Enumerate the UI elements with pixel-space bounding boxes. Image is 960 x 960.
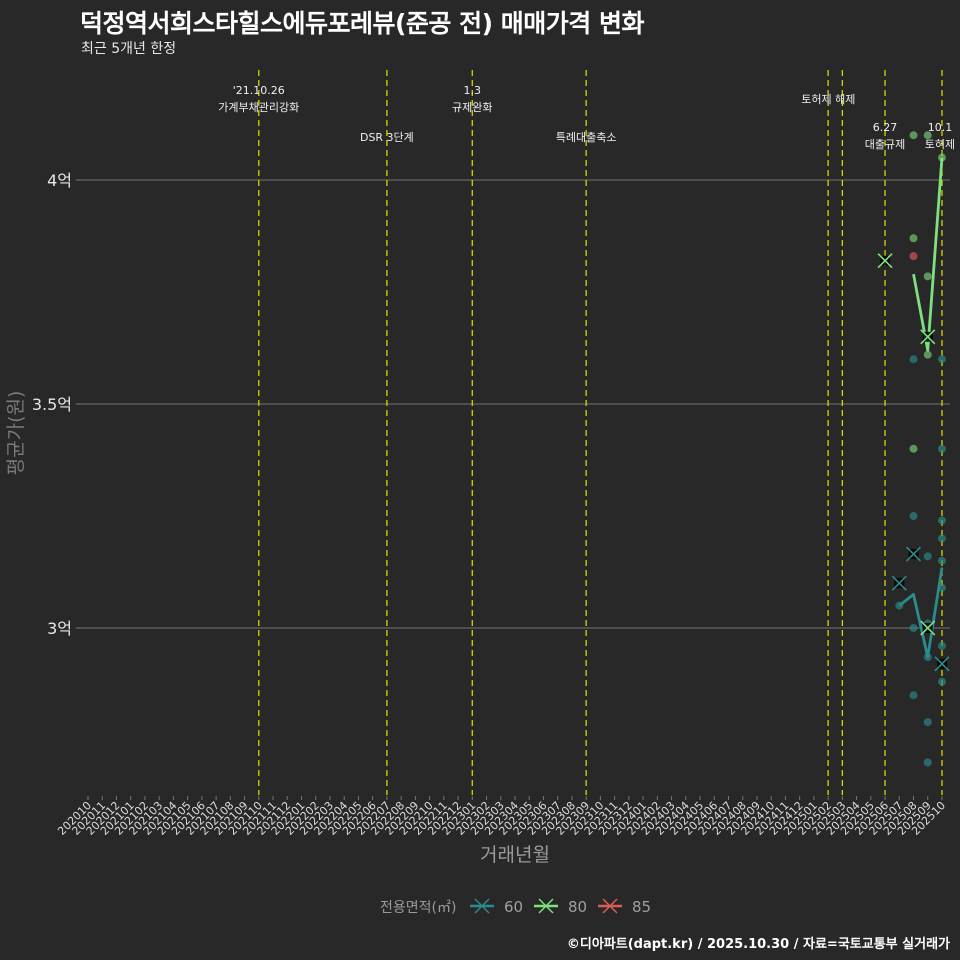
data-point: [937, 556, 946, 565]
data-point: [909, 691, 918, 700]
data-point: [923, 350, 932, 359]
data-point: [909, 355, 918, 364]
data-point: [937, 677, 946, 686]
event-date-label: 1.3: [464, 84, 482, 97]
legend-x-icon: [474, 898, 490, 914]
data-point: [937, 534, 946, 543]
event-date-label: 6.27: [873, 121, 898, 134]
data-point: [909, 234, 918, 243]
event-lines: [258, 70, 943, 795]
data-point: [937, 516, 946, 525]
data-point: [909, 252, 918, 261]
series-line-80: [912, 157, 944, 352]
data-point: [937, 355, 946, 364]
x-marker-icon: [877, 253, 893, 269]
series-line-60: [898, 567, 944, 659]
event-date-label: '21.10.26: [233, 84, 285, 97]
data-point: [923, 272, 932, 281]
data-point: [909, 131, 918, 140]
legend-label-60: 60: [504, 898, 523, 916]
data-point: [937, 444, 946, 453]
x-marker-icon: [920, 620, 936, 636]
x-marker-icon: [891, 575, 907, 591]
x-marker-icon: [934, 656, 950, 672]
y-tick-label: 4억: [47, 171, 72, 190]
data-point: [909, 512, 918, 520]
event-label: 토허제: [925, 138, 955, 151]
data-point: [923, 552, 932, 561]
plot-area: [877, 131, 950, 767]
legend-title: 전용면적(㎡): [380, 900, 456, 916]
chart-subtitle: 최근 5개년 한정: [81, 41, 177, 57]
x-axis: 2020102020112020122021012021022021032021…: [55, 796, 948, 838]
y-tick-label: 3억: [47, 619, 72, 638]
event-label: 토허제 해제: [801, 92, 855, 106]
legend-label-85: 85: [632, 898, 651, 916]
data-point: [909, 444, 918, 453]
legend-label-80: 80: [568, 898, 587, 916]
grid-lines: [80, 179, 950, 629]
chart-title: 덕정역서희스타힐스에듀포레뷰(준공 전) 매매가격 변화: [80, 9, 644, 38]
data-point: [923, 718, 932, 727]
x-marker-icon: [905, 546, 922, 562]
data-point: [923, 758, 932, 767]
y-axis-title: 평균가(원): [5, 391, 27, 476]
event-label: 특례대출축소: [556, 131, 617, 144]
event-label: DSR 3단계: [360, 131, 414, 144]
legend-x-icon: [602, 898, 618, 914]
data-point: [937, 641, 946, 650]
y-axis: 3억 3.5억 4억: [32, 171, 80, 638]
data-point: [909, 624, 918, 632]
event-label: 대출규제: [865, 138, 905, 151]
x-marker-icon: [920, 329, 936, 345]
legend: 전용면적(㎡) 60 80 85: [380, 898, 651, 916]
y-tick-label: 3.5억: [32, 395, 72, 414]
event-date-label: 10.1: [928, 121, 953, 134]
source-caption: ©디아파트(dapt.kr) / 2025.10.30 / 자료=국토교통부 실…: [566, 937, 950, 952]
event-label: 규제완화: [452, 101, 492, 114]
legend-x-icon: [538, 898, 554, 914]
data-point: [923, 131, 932, 140]
event-label: 가계부채관리강화: [218, 101, 299, 114]
x-axis-title: 거래년월: [480, 844, 550, 866]
